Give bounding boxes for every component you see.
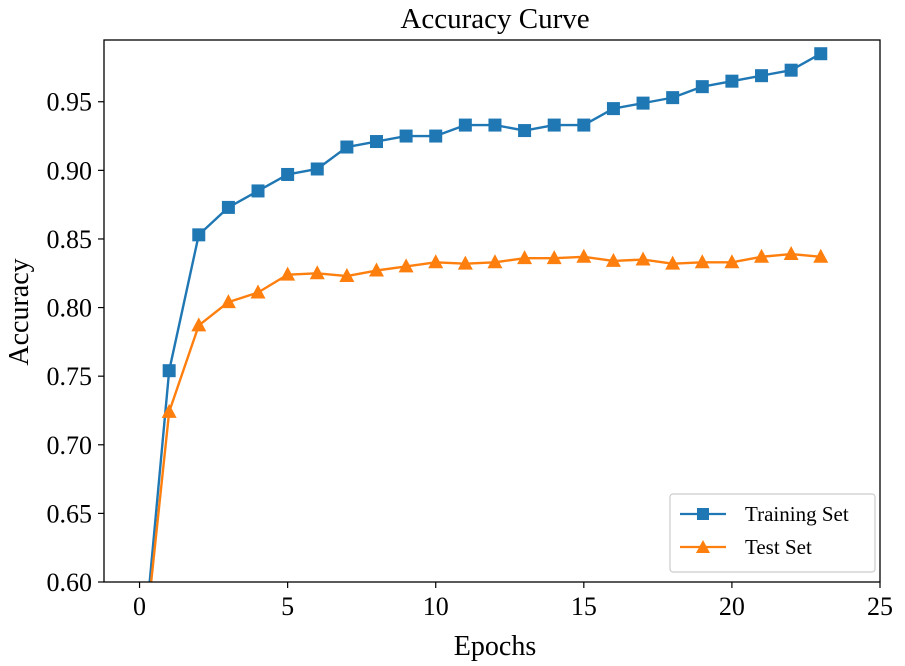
data-point — [518, 124, 532, 138]
y-tick-label: 0.85 — [47, 225, 93, 254]
data-point — [220, 294, 236, 309]
series-training — [148, 47, 828, 582]
data-point — [457, 255, 473, 270]
y-tick-label: 0.60 — [47, 568, 93, 597]
y-tick-label: 0.90 — [47, 156, 93, 185]
data-point — [191, 317, 207, 332]
data-point — [783, 246, 799, 261]
data-point — [488, 118, 502, 132]
series-line — [148, 52, 822, 582]
data-point — [368, 262, 384, 277]
data-point — [577, 118, 591, 132]
data-point — [517, 250, 533, 265]
legend: Training Set Test Set — [669, 493, 876, 573]
x-tick-label: 15 — [571, 592, 597, 621]
data-point — [429, 129, 443, 143]
data-point — [310, 162, 324, 176]
data-point — [694, 254, 710, 269]
data-point — [605, 252, 621, 267]
data-point — [666, 91, 680, 105]
data-point — [221, 200, 235, 214]
data-point — [399, 129, 413, 143]
x-tick-label: 0 — [133, 592, 146, 621]
chart-title: Accuracy Curve — [400, 3, 589, 35]
data-point — [281, 167, 295, 181]
y-tick-label: 0.75 — [47, 362, 93, 391]
data-point — [606, 102, 620, 116]
data-point — [665, 255, 681, 270]
series-test — [149, 246, 829, 582]
x-tick-label: 25 — [867, 592, 893, 621]
data-point — [398, 258, 414, 273]
x-tick-label: 5 — [281, 592, 294, 621]
data-point — [340, 140, 354, 154]
data-point — [428, 254, 444, 269]
data-point — [251, 184, 265, 198]
data-point — [161, 403, 177, 418]
data-point — [635, 251, 651, 266]
data-point — [636, 96, 650, 110]
data-point — [369, 135, 383, 149]
y-tick-label: 0.95 — [47, 88, 93, 117]
y-tick-label: 0.80 — [47, 294, 93, 323]
data-point — [813, 248, 829, 263]
data-point — [725, 74, 739, 88]
data-point — [814, 47, 828, 61]
data-point — [309, 265, 325, 280]
data-point — [755, 69, 769, 83]
data-point — [339, 268, 355, 283]
data-point — [546, 250, 562, 265]
axis-ticks: 0 5 10 15 20 25 0.60 0.65 0.70 0.75 0.80 0.85 0.90 0.… — [47, 88, 894, 621]
x-tick-label: 20 — [719, 592, 745, 621]
series-layer — [148, 47, 829, 582]
data-point — [547, 118, 561, 132]
legend-marker-training — [697, 508, 709, 520]
legend-marker-test — [696, 540, 710, 553]
data-point — [458, 118, 472, 132]
data-point — [162, 364, 176, 378]
data-point — [724, 254, 740, 269]
data-point — [250, 284, 266, 299]
data-point — [695, 80, 709, 94]
data-point — [192, 228, 206, 242]
x-axis-label: Epochs — [454, 631, 536, 662]
y-axis-label: Accuracy — [4, 258, 35, 365]
legend-label-test: Test Set — [745, 535, 812, 559]
data-point — [487, 254, 503, 269]
y-tick-label: 0.70 — [47, 431, 93, 460]
y-tick-label: 0.65 — [47, 499, 93, 528]
data-point — [576, 248, 592, 263]
plot-frame — [103, 39, 881, 583]
x-tick-label: 10 — [423, 592, 449, 621]
data-point — [280, 266, 296, 281]
data-point — [754, 248, 770, 263]
legend-label-training: Training Set — [745, 502, 849, 526]
data-point — [784, 63, 798, 77]
